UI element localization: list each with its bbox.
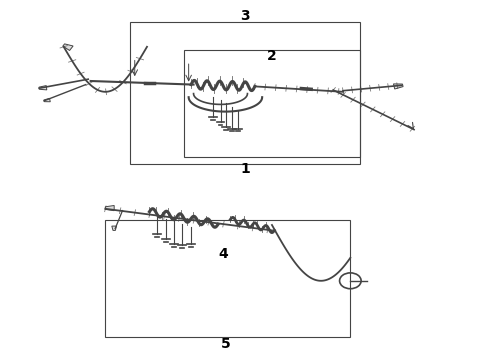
Polygon shape — [105, 206, 114, 211]
Polygon shape — [393, 84, 403, 89]
Text: 2: 2 — [267, 49, 277, 63]
Text: 4: 4 — [218, 247, 228, 261]
Polygon shape — [39, 86, 47, 90]
Text: 1: 1 — [240, 162, 250, 176]
Text: 5: 5 — [220, 337, 230, 351]
Bar — [130, 22, 360, 164]
Polygon shape — [112, 226, 117, 230]
Polygon shape — [63, 44, 73, 50]
Polygon shape — [44, 98, 50, 102]
Bar — [184, 50, 360, 157]
Text: 3: 3 — [240, 9, 250, 23]
Bar — [105, 220, 350, 337]
